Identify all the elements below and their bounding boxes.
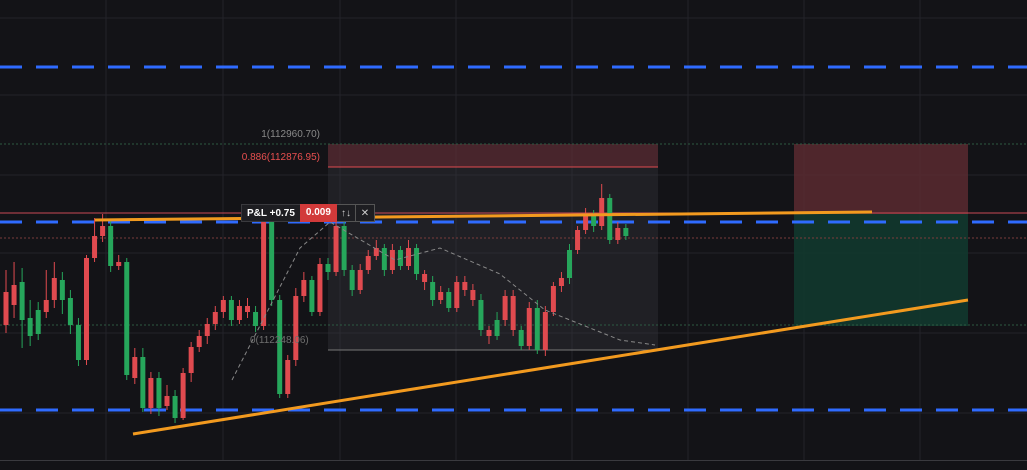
candle-body	[3, 292, 9, 325]
candle-body	[236, 306, 242, 320]
resistance-trendline	[94, 210, 873, 222]
candle-body	[92, 236, 98, 258]
candle-body	[438, 292, 444, 300]
candlestick-series	[3, 184, 629, 423]
candle-body	[430, 282, 436, 300]
candle-body	[397, 250, 403, 266]
chart-bottom-border	[0, 460, 1027, 461]
candle-body	[341, 226, 347, 270]
candle-body	[164, 396, 170, 406]
candle-body	[454, 282, 460, 308]
candle-body	[486, 330, 492, 336]
candle-body	[140, 357, 146, 408]
swing-path	[231, 221, 656, 381]
candle-body	[301, 280, 307, 296]
candle-body	[526, 308, 532, 346]
candle-body	[293, 296, 299, 360]
candle-body	[534, 308, 540, 350]
candle-body	[550, 286, 556, 312]
candle-body	[615, 228, 621, 240]
fib-label-0: 0(112248.06)	[250, 335, 309, 346]
candle-body	[277, 300, 283, 394]
candle-body	[84, 258, 89, 360]
candle-body	[212, 312, 218, 324]
candle-body	[389, 250, 395, 270]
candle-body	[494, 320, 500, 336]
candle-body	[253, 312, 259, 326]
candle-body	[462, 282, 468, 290]
candle-body	[51, 278, 57, 300]
candle-body	[269, 222, 275, 300]
candle-body	[414, 248, 420, 274]
candle-body	[124, 262, 130, 375]
candle-body	[325, 264, 331, 272]
candle-body	[148, 378, 154, 408]
position-quantity[interactable]: 0.009	[299, 204, 337, 222]
fib-label-0886: 0.886(112876.95)	[242, 152, 320, 163]
candle-body	[35, 310, 41, 334]
candle-body	[567, 250, 572, 278]
candle-body	[599, 198, 605, 226]
candle-body	[204, 324, 210, 336]
candle-body	[558, 278, 564, 286]
candle-body	[478, 300, 484, 330]
candle-body	[583, 214, 589, 230]
candle-body	[365, 256, 371, 270]
candle-body	[75, 325, 81, 360]
candle-body	[373, 248, 379, 256]
candle-body	[220, 300, 226, 312]
candle-body	[470, 290, 476, 300]
position-pnl-widget[interactable]: P&L +0.75 0.009 ↑↓ ✕	[241, 204, 375, 222]
candle-body	[349, 270, 355, 290]
candle-body	[502, 296, 508, 320]
candle-body	[132, 357, 138, 378]
candle-body	[67, 298, 73, 325]
candle-body	[607, 198, 613, 240]
candle-body	[591, 214, 597, 226]
candle-body	[510, 296, 516, 330]
candle-body	[59, 280, 65, 300]
candle-body	[156, 378, 162, 408]
candle-body	[180, 373, 186, 418]
fib-label-1: 1(112960.70)	[261, 129, 320, 140]
support-trendline	[132, 298, 969, 436]
candle-body	[422, 274, 428, 282]
close-icon[interactable]: ✕	[355, 204, 375, 222]
risk-reward-tool[interactable]	[328, 144, 968, 350]
candle-body	[261, 222, 267, 326]
fib-labels: 1(112960.70) 0.886(112876.95) 0(112248.0…	[242, 129, 320, 346]
candle-body	[43, 300, 49, 312]
trendlines[interactable]	[94, 210, 969, 436]
candle-body	[108, 226, 114, 266]
candle-body	[575, 230, 581, 250]
candle-body	[188, 347, 194, 373]
stop-loss-zone[interactable]	[794, 144, 968, 214]
candle-body	[309, 280, 315, 312]
candle-body	[381, 248, 387, 270]
fib-range-box	[328, 144, 658, 350]
candle-body	[317, 264, 323, 312]
candle-body	[542, 312, 548, 350]
candle-body	[11, 285, 17, 305]
fib-upper-zone	[328, 144, 658, 167]
candle-body	[518, 330, 524, 346]
candle-body	[228, 300, 234, 320]
candle-body	[100, 226, 106, 236]
candle-body	[19, 282, 25, 320]
candle-body	[285, 360, 291, 394]
reverse-icon[interactable]: ↑↓	[336, 204, 356, 222]
candle-body	[196, 336, 202, 347]
candle-body	[116, 262, 122, 266]
pnl-label: P&L +0.75	[241, 204, 300, 222]
candle-body	[623, 228, 629, 236]
take-profit-zone[interactable]	[794, 214, 968, 326]
candle-body	[27, 318, 33, 336]
candle-body	[333, 226, 339, 272]
candle-body	[446, 292, 452, 308]
candle-body	[406, 248, 411, 266]
candle-body	[172, 396, 178, 418]
candle-body	[245, 306, 250, 312]
candle-body	[357, 270, 363, 290]
